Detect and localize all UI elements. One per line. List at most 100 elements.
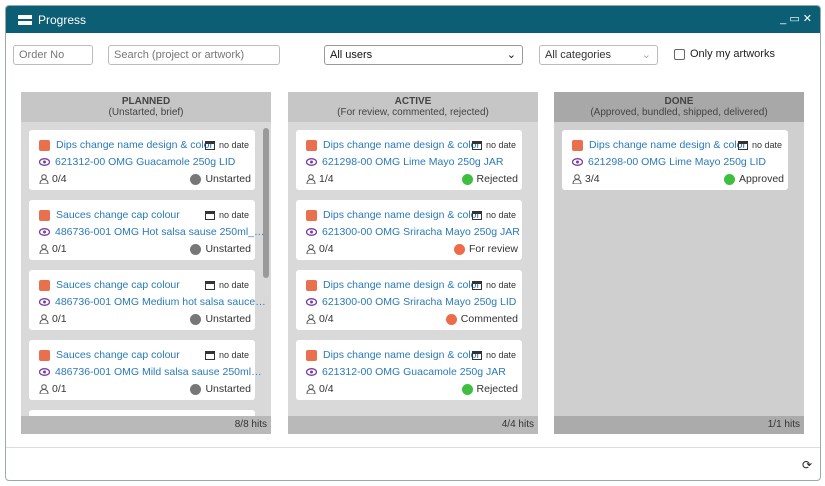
card-project-row: Dips change name design & color no date (39, 139, 249, 151)
due-date: no date (204, 280, 249, 290)
card-project-row: Sauces change cap colour no date (39, 209, 249, 221)
date-text: no date (218, 350, 249, 360)
project-name[interactable]: Dips change name design & color (323, 209, 481, 221)
card[interactable]: Dips change name design & color no date 62… (562, 130, 788, 190)
project-name[interactable]: Sauces change cap colour (56, 349, 180, 361)
project-icon (39, 349, 50, 361)
column-header: PLANNED (Unstarted, brief) (21, 92, 271, 122)
status-text: For review (468, 243, 518, 255)
project-icon (306, 349, 317, 361)
due-date: no date (204, 140, 249, 150)
assigned-count: 0/4 (52, 173, 67, 185)
date-text: no date (218, 210, 249, 220)
project-name[interactable]: Sauces change cap colour (56, 209, 180, 221)
assigned-count: 3/4 (585, 173, 600, 185)
status-dot (190, 173, 202, 185)
project-icon (572, 139, 583, 151)
status-text: Approved (739, 173, 784, 185)
project-name[interactable]: Dips change name design & color (589, 139, 747, 151)
artwork-name[interactable]: 486736-001 OMG Medium hot salsa sauce… (55, 296, 266, 308)
status-dot (453, 243, 465, 255)
status-dot (190, 243, 202, 255)
project-name[interactable]: Dips change name design & color (323, 279, 481, 291)
status-dot (190, 313, 202, 325)
title-bar: Progress _ ▭ ✕ (6, 6, 820, 33)
only-mine[interactable]: Only my artworks (674, 48, 775, 60)
date-text: no date (751, 140, 782, 150)
status: Commented (445, 313, 518, 325)
status-text: Unstarted (205, 173, 251, 185)
status: For review (453, 243, 518, 255)
card-project-row: Dips change name design & color no date (306, 279, 516, 291)
project-icon (39, 139, 50, 151)
due-date: no date (471, 280, 516, 290)
assigned-count: 0/4 (319, 383, 334, 395)
card-status-row: 1/4 Rejected (306, 173, 518, 185)
artwork-name[interactable]: 621312-00 OMG Guacamole 250g LID (55, 156, 236, 168)
artwork-name[interactable]: 486736-001 OMG Hot salsa sause 250ml_… (55, 226, 265, 238)
card-status-row: 0/1 Unstarted (39, 313, 251, 325)
artwork-name[interactable]: 621298-00 OMG Lime Mayo 250g LID (588, 156, 767, 168)
artwork-name[interactable]: 621298-00 OMG Lime Mayo 250g JAR (322, 156, 504, 168)
card[interactable]: Sauces change cap colour no date 486736-00… (29, 200, 265, 260)
date-text: no date (485, 280, 516, 290)
categories-select[interactable]: All categories ⌄ (539, 45, 658, 65)
card-artwork-row: 621298-00 OMG Lime Mayo 250g LID (572, 156, 766, 168)
artwork-name[interactable]: 621300-00 OMG Sriracha Mayo 250g LID (322, 296, 517, 308)
column-subtitle: (For review, commented, rejected) (337, 107, 489, 118)
card-status-row: 3/4 Approved (572, 173, 784, 185)
users-select[interactable]: All users ⌄ (324, 45, 523, 65)
column: DONE (Approved, bundled, shipped, deliver… (554, 92, 804, 434)
column-footer: 4/4 hits (288, 416, 538, 434)
card-artwork-row: 621300-00 OMG Sriracha Mayo 250g JAR (306, 226, 520, 238)
card-project-row: Dips change name design & color no date (306, 209, 516, 221)
project-name[interactable]: Dips change name design & color (323, 139, 481, 151)
date-text: no date (485, 350, 516, 360)
artwork-name[interactable]: 486736-001 OMG Mild salsa sause 250ml… (55, 366, 262, 378)
column-footer: 8/8 hits (21, 416, 271, 434)
project-name[interactable]: Sauces change cap colour (56, 279, 180, 291)
app-icon (18, 14, 32, 25)
card-status-row: 0/4 For review (306, 243, 518, 255)
artwork-name[interactable]: 621312-00 OMG Guacamole 250g JAR (322, 366, 506, 378)
card-project-row: Dips change name design & color no date (572, 139, 782, 151)
column-title: DONE (664, 96, 694, 107)
project-icon (39, 209, 50, 221)
card[interactable]: Dips change name design & color no date 62… (296, 130, 522, 190)
card[interactable]: Dips change name design & color no date 62… (296, 270, 522, 330)
only-mine-label: Only my artworks (690, 48, 775, 60)
card-status-row: 0/4 Rejected (306, 383, 518, 395)
refresh-button[interactable]: ⟳ (801, 458, 812, 472)
artwork-name[interactable]: 621300-00 OMG Sriracha Mayo 250g JAR (322, 226, 520, 238)
categories-value: All categories (545, 49, 612, 61)
project-name[interactable]: Dips change name design & color (323, 349, 481, 361)
status: Rejected (461, 173, 518, 185)
due-date: no date (204, 350, 249, 360)
card[interactable]: Sauces change cap colour no date 486736-00… (29, 270, 266, 330)
card-project-row: Sauces change cap colour no date (39, 349, 249, 361)
card-artwork-row: 621300-00 OMG Sriracha Mayo 250g LID (306, 296, 516, 308)
project-name[interactable]: Dips change name design & color (56, 139, 214, 151)
card-artwork-row: 486736-001 OMG Medium hot salsa sauce… (39, 296, 266, 308)
column-title: PLANNED (121, 96, 171, 107)
due-date: no date (471, 350, 516, 360)
column-subtitle: (Unstarted, brief) (108, 107, 184, 118)
search-input[interactable]: Search (project or artwork) (108, 45, 280, 65)
due-date: no date (471, 210, 516, 220)
card[interactable]: Dips change name design & color no date 62… (29, 130, 255, 190)
card-status-row: 0/4 Unstarted (39, 173, 251, 185)
card-artwork-row: 621298-00 OMG Lime Mayo 250g JAR (306, 156, 504, 168)
column: ACTIVE (For review, commented, rejected) D… (288, 92, 538, 434)
column-footer: 1/1 hits (554, 416, 804, 434)
card[interactable]: Dips change name design & color no date 62… (296, 340, 522, 400)
status: Unstarted (190, 243, 251, 255)
column-subtitle: (Approved, bundled, shipped, delivered) (590, 107, 768, 118)
status-text: Rejected (476, 173, 518, 185)
window-controls[interactable]: _ ▭ ✕ (780, 13, 812, 25)
card[interactable]: Dips change name design & color no date 62… (296, 200, 522, 260)
order-input[interactable]: Order No (13, 45, 93, 65)
card[interactable]: Sauces change cap colour no date 486736-00… (29, 340, 262, 400)
project-icon (306, 279, 317, 291)
card-project-row: Dips change name design & color no date (306, 139, 516, 151)
window-title: Progress (38, 12, 87, 27)
